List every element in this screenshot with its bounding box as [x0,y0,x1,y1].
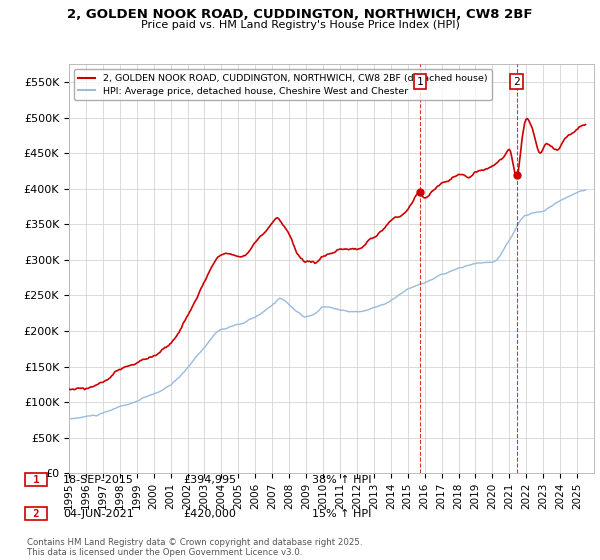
Text: 15% ↑ HPI: 15% ↑ HPI [312,508,371,519]
Text: 2: 2 [27,508,46,519]
Text: Price paid vs. HM Land Registry's House Price Index (HPI): Price paid vs. HM Land Registry's House … [140,20,460,30]
Legend: 2, GOLDEN NOOK ROAD, CUDDINGTON, NORTHWICH, CW8 2BF (detached house), HPI: Avera: 2, GOLDEN NOOK ROAD, CUDDINGTON, NORTHWI… [74,69,493,100]
Text: £394,995: £394,995 [183,475,236,485]
Text: £420,000: £420,000 [183,508,236,519]
Text: Contains HM Land Registry data © Crown copyright and database right 2025.
This d: Contains HM Land Registry data © Crown c… [27,538,362,557]
Text: 1: 1 [27,475,46,485]
Text: 2: 2 [513,77,520,87]
Text: 18-SEP-2015: 18-SEP-2015 [63,475,134,485]
Text: 38% ↑ HPI: 38% ↑ HPI [312,475,371,485]
Text: 1: 1 [416,77,423,87]
Text: 2, GOLDEN NOOK ROAD, CUDDINGTON, NORTHWICH, CW8 2BF: 2, GOLDEN NOOK ROAD, CUDDINGTON, NORTHWI… [67,8,533,21]
Text: 04-JUN-2021: 04-JUN-2021 [63,508,134,519]
